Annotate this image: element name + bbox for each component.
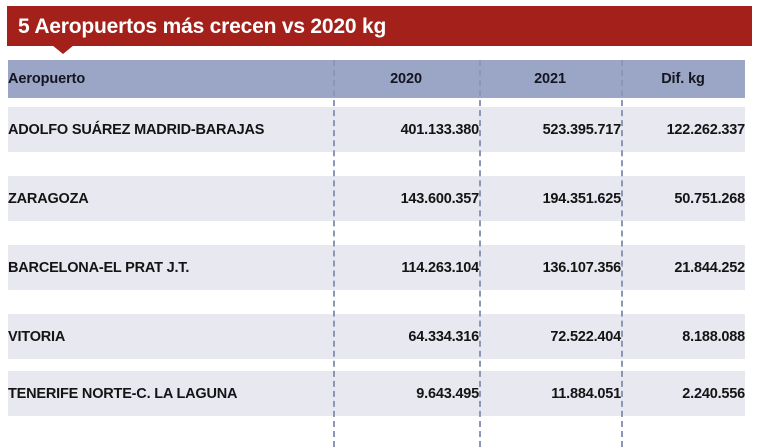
table-header-row: Aeropuerto 2020 2021 Dif. kg	[8, 60, 745, 98]
table-row: VITORIA 64.334.316 72.522.404 8.188.088	[8, 314, 745, 359]
airports-table-container: Aeropuerto 2020 2021 Dif. kg ADOLFO SUÁR…	[8, 60, 745, 447]
title-banner: 5 Aeropuertos más crecen vs 2020 kg	[7, 6, 752, 46]
table-row: ZARAGOZA 143.600.357 194.351.625 50.751.…	[8, 176, 745, 221]
table-row: TENERIFE NORTE-C. LA LAGUNA 9.643.495 11…	[8, 371, 745, 416]
cell-airport: VITORIA	[8, 314, 333, 359]
cell-dif: 50.751.268	[621, 176, 745, 221]
cell-2021: 194.351.625	[479, 176, 621, 221]
cell-2021: 136.107.356	[479, 245, 621, 290]
cell-dif: 122.262.337	[621, 107, 745, 152]
row-spacer	[8, 221, 745, 245]
column-header-2020: 2020	[333, 60, 479, 98]
row-spacer	[8, 152, 745, 176]
cell-2021: 72.522.404	[479, 314, 621, 359]
cell-2020: 143.600.357	[333, 176, 479, 221]
row-spacer	[8, 359, 745, 371]
column-header-2021: 2021	[479, 60, 621, 98]
title-banner-notch	[52, 45, 74, 54]
cell-airport: TENERIFE NORTE-C. LA LAGUNA	[8, 371, 333, 416]
table-row: ADOLFO SUÁREZ MADRID-BARAJAS 401.133.380…	[8, 107, 745, 152]
cell-airport: BARCELONA-EL PRAT J.T.	[8, 245, 333, 290]
cell-2020: 9.643.495	[333, 371, 479, 416]
column-divider-2	[479, 60, 481, 447]
cell-2021: 11.884.051	[479, 371, 621, 416]
cell-dif: 8.188.088	[621, 314, 745, 359]
column-header-dif: Dif. kg	[621, 60, 745, 98]
column-header-airport: Aeropuerto	[8, 60, 333, 98]
row-spacer	[8, 98, 745, 107]
cell-dif: 21.844.252	[621, 245, 745, 290]
column-divider-3	[621, 60, 623, 447]
airports-table: Aeropuerto 2020 2021 Dif. kg ADOLFO SUÁR…	[8, 60, 745, 416]
row-spacer	[8, 290, 745, 314]
table-body: ADOLFO SUÁREZ MADRID-BARAJAS 401.133.380…	[8, 98, 745, 416]
cell-2020: 114.263.104	[333, 245, 479, 290]
column-divider-1	[333, 60, 335, 447]
cell-2020: 64.334.316	[333, 314, 479, 359]
table-head: Aeropuerto 2020 2021 Dif. kg	[8, 60, 745, 98]
page-title: 5 Aeropuertos más crecen vs 2020 kg	[18, 14, 387, 38]
cell-2021: 523.395.717	[479, 107, 621, 152]
table-row: BARCELONA-EL PRAT J.T. 114.263.104 136.1…	[8, 245, 745, 290]
cell-airport: ZARAGOZA	[8, 176, 333, 221]
cell-dif: 2.240.556	[621, 371, 745, 416]
cell-airport: ADOLFO SUÁREZ MADRID-BARAJAS	[8, 107, 333, 152]
cell-2020: 401.133.380	[333, 107, 479, 152]
